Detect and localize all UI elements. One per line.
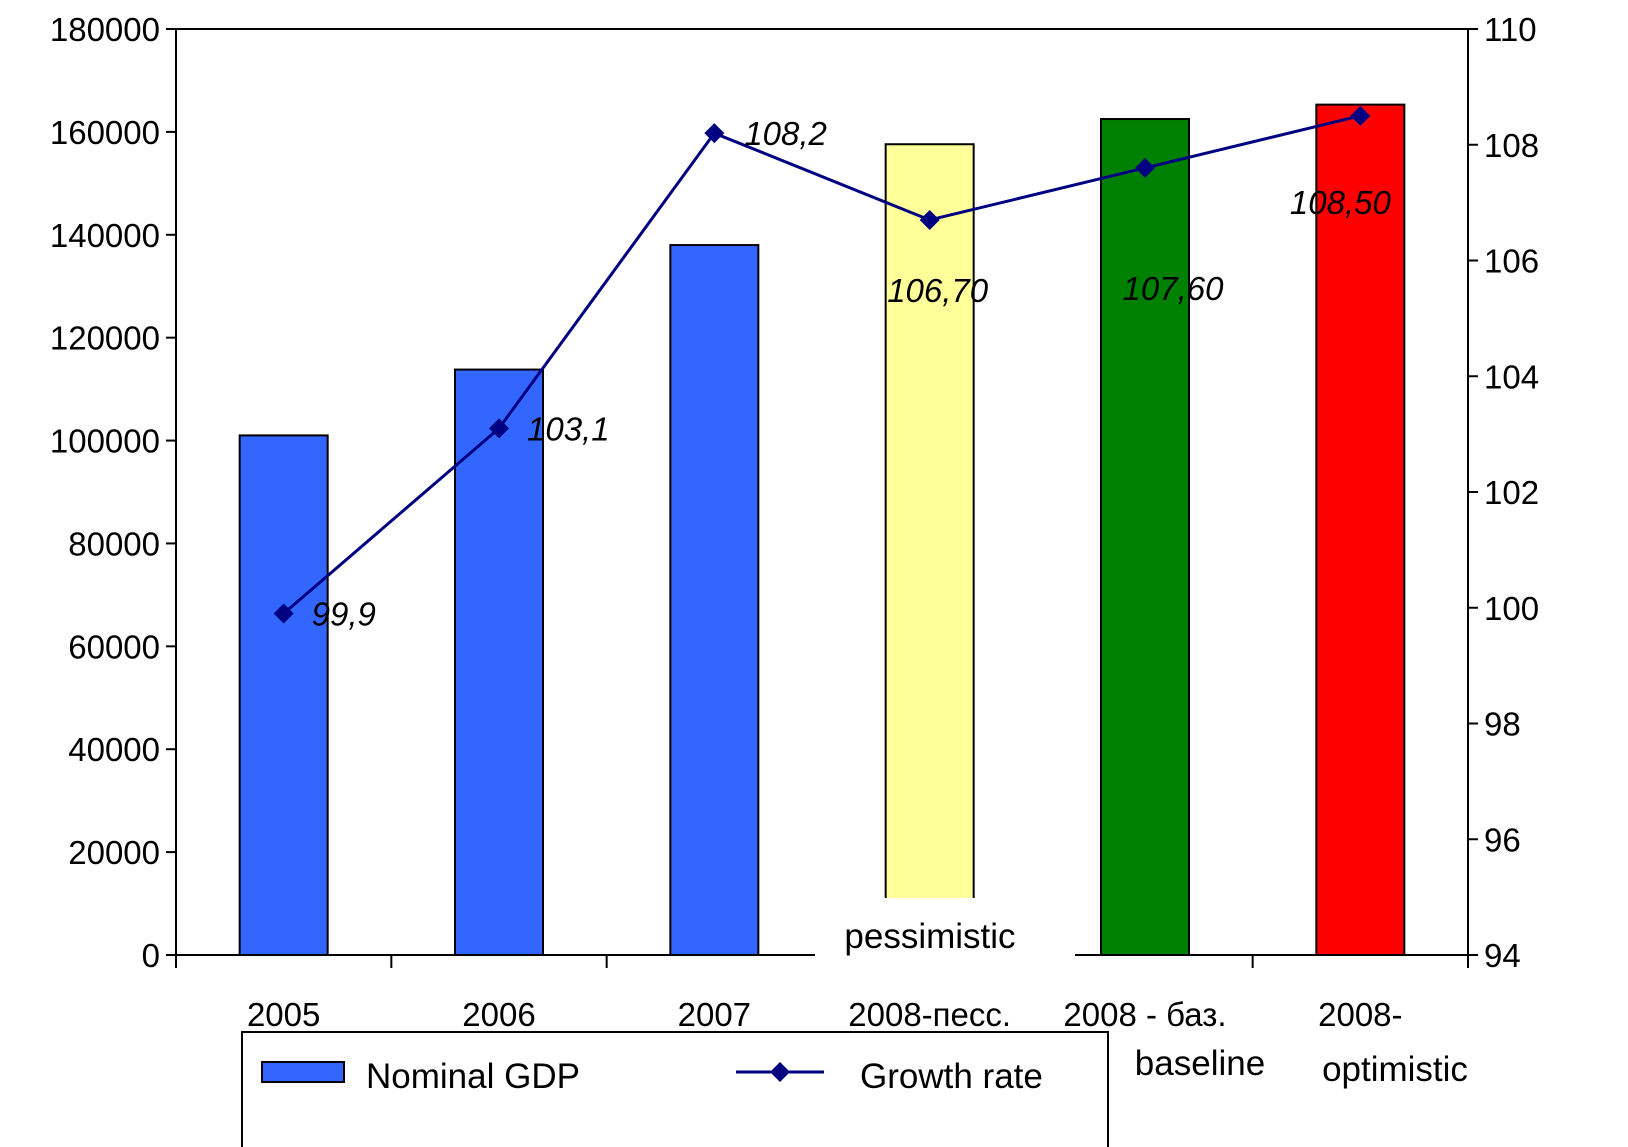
x-axis-tick-label: 2007	[678, 996, 751, 1033]
bar-2008-	[1315, 103, 1406, 956]
growth-rate-point-2008 - баз.	[1135, 157, 1155, 178]
right-axis-tick-label: 98	[1484, 706, 1521, 743]
left-axis-tick-label: 60000	[68, 628, 160, 665]
growth-rate-data-label: 99,9	[312, 596, 376, 633]
bars-layer	[238, 103, 1406, 957]
right-axis-tick-label: 110	[1484, 11, 1537, 48]
sublabel-background	[815, 898, 1075, 968]
x-axis-tick-label: 2008-	[1318, 996, 1402, 1033]
growth-rate-point-2008-	[1350, 105, 1371, 126]
legend-marker-swatch	[770, 1062, 790, 1082]
legend-label-growth-rate: Growth rate	[860, 1057, 1043, 1096]
left-axis-tick-label: 0	[142, 937, 160, 974]
bar-2008 - баз.	[1100, 118, 1190, 957]
x-axis-tick-label: 2006	[462, 996, 535, 1033]
left-axis-tick-label: 180000	[50, 11, 160, 48]
legend-bar-swatch	[261, 1061, 345, 1083]
growth-rate-data-label: 108,2	[744, 115, 827, 152]
right-axis-tick-label: 94	[1484, 937, 1521, 974]
x-axis-tick-label: 2008 - баз.	[1063, 996, 1226, 1033]
labels-layer: 99,9 103,1 108,2 106,70 107,60 108,50 pessimis…	[312, 115, 1490, 1105]
sublabel-background	[1300, 1035, 1490, 1105]
left-axis-tick-label: 140000	[50, 217, 160, 254]
right-axis-tick-label: 96	[1484, 821, 1521, 858]
category-sublabel: optimistic	[1322, 1050, 1468, 1089]
bar-2006	[454, 368, 544, 957]
bar-2008-пecc.	[884, 143, 975, 957]
x-axis-tick-label: 2008-пecc.	[848, 996, 1011, 1033]
sublabel-background	[1115, 1035, 1285, 1090]
x-axis-tick-label: 2005	[247, 996, 320, 1033]
growth-rate-line	[282, 114, 1361, 615]
axes-layer: 0 20000 40000 60000 80000 100000 120000 140000 1…	[50, 11, 1539, 1033]
growth-rate-data-label: 108,50	[1290, 184, 1392, 221]
growth-rate-data-label: 106,70	[887, 272, 989, 309]
growth-rate-point-2005	[273, 603, 294, 624]
left-axis-tick-label: 160000	[50, 114, 160, 151]
left-axis-tick-label: 40000	[68, 731, 160, 768]
growth-rate-point-2007	[704, 123, 725, 144]
growth-rate-data-label: 107,60	[1123, 270, 1225, 307]
left-axis-tick-label: 80000	[68, 525, 160, 562]
left-axis-tick-label: 120000	[50, 320, 160, 357]
left-axis-tick-label: 20000	[68, 834, 160, 871]
bar-2007	[669, 244, 760, 957]
right-axis-tick-label: 104	[1484, 358, 1539, 395]
line-layer	[273, 105, 1371, 624]
right-axis-tick-label: 102	[1484, 474, 1539, 511]
left-axis-tick-label: 100000	[50, 423, 160, 460]
bar-2005	[238, 434, 329, 956]
growth-rate-point-2008-пecc.	[919, 209, 940, 230]
growth-rate-point-2006	[489, 418, 509, 439]
legend: Nominal GDP Growth rate	[241, 1031, 1109, 1147]
legend-box	[241, 1031, 1109, 1147]
growth-rate-data-label: 103,1	[527, 410, 610, 447]
right-axis-tick-label: 100	[1484, 590, 1539, 627]
category-sublabel: baseline	[1135, 1044, 1265, 1083]
category-sublabel: pessimistic	[844, 917, 1015, 956]
legend-label-nominal-gdp: Nominal GDP	[366, 1057, 580, 1096]
right-axis-tick-label: 108	[1484, 127, 1539, 164]
right-axis-tick-label: 106	[1484, 243, 1539, 280]
